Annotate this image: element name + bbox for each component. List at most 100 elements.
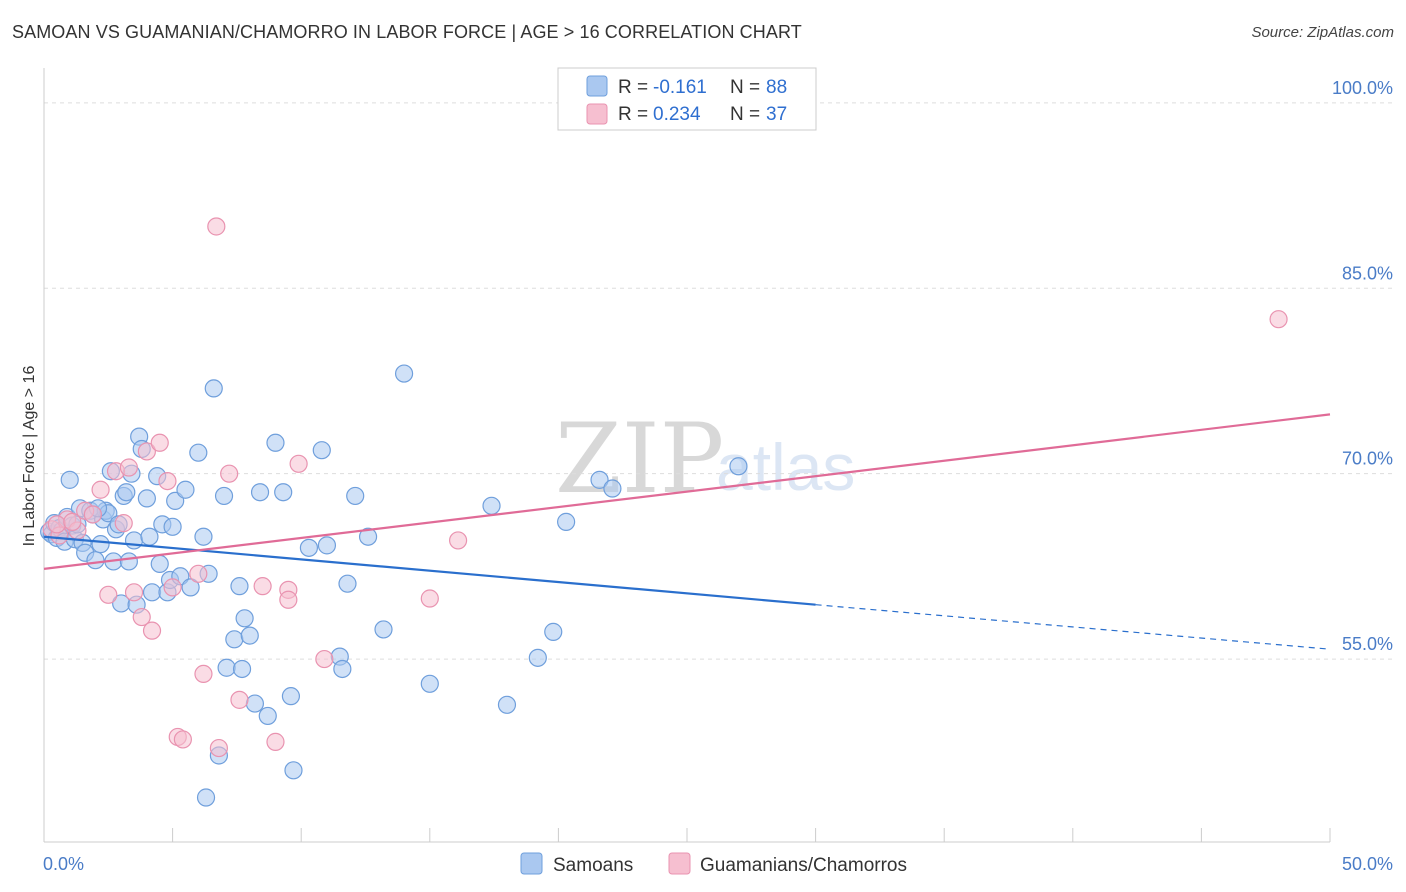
samoans-point xyxy=(281,687,301,706)
guamanians-point xyxy=(99,585,118,604)
guamanians-point xyxy=(230,690,249,709)
legend-n-label-guamanians: N = xyxy=(730,104,760,125)
bottom-legend-label-samoans: Samoans xyxy=(553,855,633,876)
samoans-point xyxy=(166,491,185,510)
samoans-point xyxy=(176,480,195,499)
samoans-point xyxy=(150,554,169,574)
guamanians-point xyxy=(163,578,182,597)
correlation-legend: R = -0.161 N = 88 R = 0.234 N = 37 xyxy=(557,67,817,131)
samoans-point xyxy=(482,496,501,515)
samoans-point xyxy=(181,578,200,597)
gridlines xyxy=(44,102,1394,660)
series-legend: Samoans Guamanians/Chamorros xyxy=(520,852,907,876)
samoans-point xyxy=(232,659,252,679)
guamanians-point xyxy=(289,454,308,473)
guamanians-point xyxy=(279,590,298,609)
bottom-legend-swatch-guamanians xyxy=(668,852,691,875)
guamanians-point xyxy=(194,664,213,684)
samoans-point xyxy=(274,483,293,502)
guamanians-point xyxy=(220,464,239,483)
samoans-point xyxy=(250,483,270,502)
y-tick-label: 70.0% xyxy=(1342,449,1393,469)
samoans-point xyxy=(266,433,285,452)
samoans-point xyxy=(284,761,303,780)
y-tick-label: 85.0% xyxy=(1342,263,1393,283)
samoans-point xyxy=(235,609,254,628)
guamanians-point xyxy=(114,514,133,533)
legend-r-label-samoans: R = xyxy=(618,77,648,98)
axes xyxy=(43,68,1331,843)
guamanians-point xyxy=(420,589,439,608)
guamanians-point xyxy=(266,732,285,751)
samoans-trend-line-extrapolated xyxy=(815,604,1331,650)
samoans-point xyxy=(214,486,234,506)
samoans-point xyxy=(299,538,319,557)
samoans-point xyxy=(189,443,208,462)
guamanians-point xyxy=(119,458,138,477)
guamanians-point xyxy=(150,433,169,452)
tick-labels: 55.0% 70.0% 85.0% 100.0% xyxy=(1332,78,1393,654)
samoans-point xyxy=(124,531,144,550)
guamanians-point xyxy=(173,730,192,749)
y-axis-title: In Labor Force | Age > 16 xyxy=(21,366,38,547)
guamanians-trend-line xyxy=(43,413,1331,570)
samoans-point xyxy=(374,620,393,639)
guamanians-point xyxy=(209,738,228,758)
samoans-point xyxy=(528,648,547,667)
samoans-point xyxy=(137,489,156,508)
guamanians-point xyxy=(83,505,102,524)
y-tick-label: 55.0% xyxy=(1342,634,1393,654)
samoans-point xyxy=(204,379,223,398)
samoans-point xyxy=(557,512,576,531)
samoans-point xyxy=(497,695,517,714)
legend-r-label-guamanians: R = xyxy=(618,104,648,125)
guamanians-point xyxy=(448,531,468,550)
samoans-trend-line xyxy=(43,535,816,606)
samoans-point xyxy=(194,527,213,546)
samoans-point xyxy=(196,788,216,807)
guamanians-point xyxy=(91,480,110,499)
samoans-point xyxy=(119,552,138,571)
legend-swatch-guamanians xyxy=(586,103,608,125)
samoans-point xyxy=(217,658,236,677)
guamanians-point xyxy=(132,607,151,627)
samoans-point xyxy=(240,626,259,645)
guamanians-points xyxy=(42,217,1288,758)
guamanians-point xyxy=(253,577,272,596)
watermark: ZIP atlas xyxy=(555,403,855,515)
guamanians-point xyxy=(63,512,82,531)
samoans-point xyxy=(420,674,439,693)
bottom-legend-label-guamanians: Guamanians/Chamorros xyxy=(700,855,907,876)
guamanians-point xyxy=(207,217,226,236)
samoans-point xyxy=(544,622,563,641)
samoans-point xyxy=(230,577,249,596)
guamanians-point xyxy=(124,583,144,602)
x-tick-label-min: 0.0% xyxy=(43,854,84,874)
samoans-point xyxy=(60,470,79,489)
guamanians-point xyxy=(47,515,66,534)
chart-title: SAMOAN VS GUAMANIAN/CHAMORRO IN LABOR FO… xyxy=(12,22,802,42)
source-credit: Source: ZipAtlas.com xyxy=(1251,24,1394,41)
legend-n-label-samoans: N = xyxy=(730,77,760,98)
guamanians-point xyxy=(189,564,208,583)
samoans-point xyxy=(117,483,136,502)
samoans-point xyxy=(245,694,265,713)
bottom-legend-swatch-samoans xyxy=(520,852,543,875)
samoans-point xyxy=(86,551,105,570)
samoans-point xyxy=(346,486,365,506)
samoans-point xyxy=(590,470,609,489)
samoans-point xyxy=(333,659,352,679)
guamanians-point xyxy=(158,472,177,491)
legend-r-value-samoans: -0.161 xyxy=(653,77,707,98)
legend-swatch-samoans xyxy=(586,75,608,97)
samoans-point xyxy=(225,630,244,649)
y-tick-label: 100.0% xyxy=(1332,78,1393,98)
samoans-point xyxy=(91,535,110,554)
samoans-point xyxy=(729,457,748,476)
samoans-point xyxy=(312,441,331,460)
guamanians-point xyxy=(315,649,334,669)
legend-n-value-samoans: 88 xyxy=(766,77,787,98)
samoans-point xyxy=(338,574,357,593)
samoans-point xyxy=(317,536,337,555)
